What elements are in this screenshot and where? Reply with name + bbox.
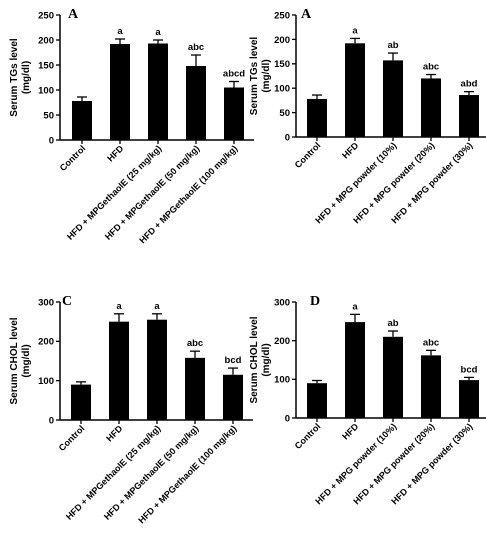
bar [186, 66, 206, 140]
y-tick-label: 250 [274, 10, 290, 21]
significance-label: abc [187, 338, 203, 349]
y-tick-label: 150 [38, 60, 54, 71]
bar [459, 95, 479, 137]
bar [148, 43, 168, 140]
y-axis-label: Serum TGs level [249, 37, 260, 116]
bar [71, 384, 91, 420]
bar [185, 357, 205, 420]
y-axis-label: Serum TGs level [9, 38, 20, 117]
significance-label: a [352, 301, 358, 312]
panel-letter: C [62, 294, 72, 309]
panel-letter: A [68, 7, 79, 22]
bar [345, 322, 365, 418]
x-tick-label: Control [58, 143, 88, 173]
y-tick-label: 100 [274, 375, 290, 386]
y-tick-label: 100 [274, 84, 290, 95]
bar [383, 60, 403, 137]
bar-chart-panel-3: C Serum CHOL level (mg/dl) 0 100 200 300 Contro… [9, 294, 253, 525]
x-tick-label: HFD [340, 140, 361, 161]
y-tick-label: 50 [279, 108, 290, 119]
y-axis-unit-label: (mg/dl) [261, 59, 272, 92]
bar [307, 383, 327, 418]
bar [421, 78, 441, 137]
y-axis-unit-label: (mg/dl) [21, 61, 32, 94]
bar-chart-panel-4: D Serum CHOL level (mg/dl) 0 100 200 300 Contro… [249, 294, 486, 506]
bar [459, 380, 479, 418]
bar [345, 43, 365, 137]
significance-label: a [117, 26, 123, 37]
y-axis-label: Serum CHOL level [249, 316, 260, 403]
x-tick-label: Control [293, 421, 323, 451]
significance-label: a [352, 25, 358, 36]
bar [421, 355, 441, 418]
x-tick-label: HFD [105, 143, 126, 164]
bar [223, 374, 243, 420]
panel-letter: A [301, 7, 312, 22]
y-tick-label: 100 [38, 376, 54, 387]
y-tick-label: 200 [38, 35, 54, 46]
y-tick-label: 200 [274, 336, 290, 347]
y-tick-label: 0 [285, 413, 290, 424]
y-tick-label: 0 [285, 132, 290, 143]
significance-label: bcd [461, 364, 478, 375]
significance-label: abd [461, 79, 478, 90]
significance-label: a [154, 301, 160, 312]
y-axis-label: Serum CHOL level [9, 317, 20, 404]
bar [147, 319, 167, 420]
x-tick-label: Control [293, 140, 323, 170]
bar [383, 336, 403, 418]
y-tick-label: 0 [49, 135, 54, 146]
bar-chart-panel-1: A Serum TGs level (mg/dl) 0 50 100 150 200 250 Co… [9, 7, 254, 245]
significance-label: ab [387, 40, 398, 51]
bar [224, 87, 244, 140]
x-tick-label: HFD + MPG powder (30%) [389, 140, 474, 225]
y-tick-label: 200 [38, 337, 54, 348]
significance-label: abcd [223, 69, 245, 80]
x-tick-label: HFD [340, 421, 361, 442]
y-tick-label: 150 [274, 59, 290, 70]
bar-chart-panel-2: A Serum TGs level (mg/dl) 0 50 100 150 200 250 Co… [249, 7, 486, 225]
x-tick-label: Control [57, 423, 87, 453]
significance-label: abc [423, 62, 439, 73]
significance-label: a [116, 301, 122, 312]
y-tick-label: 100 [38, 85, 54, 96]
x-tick-label: HFD [104, 423, 125, 444]
y-tick-label: 300 [38, 297, 54, 308]
significance-label: abc [188, 42, 204, 53]
x-tick-label: HFD + MPG powder (30%) [389, 421, 474, 506]
bar [110, 44, 130, 140]
significance-label: bcd [225, 355, 242, 366]
bar [307, 98, 327, 137]
panel-letter: D [310, 294, 320, 309]
y-tick-label: 0 [49, 415, 54, 426]
bar [72, 101, 92, 140]
significance-label: a [155, 27, 161, 38]
bar [109, 321, 129, 420]
y-tick-label: 250 [38, 10, 54, 21]
y-tick-label: 200 [274, 35, 290, 46]
y-axis-unit-label: (mg/dl) [261, 343, 272, 376]
y-tick-label: 300 [274, 297, 290, 308]
significance-label: abc [423, 337, 439, 348]
y-tick-label: 50 [43, 110, 54, 121]
significance-label: ab [387, 318, 398, 329]
y-axis-unit-label: (mg/dl) [21, 344, 32, 377]
